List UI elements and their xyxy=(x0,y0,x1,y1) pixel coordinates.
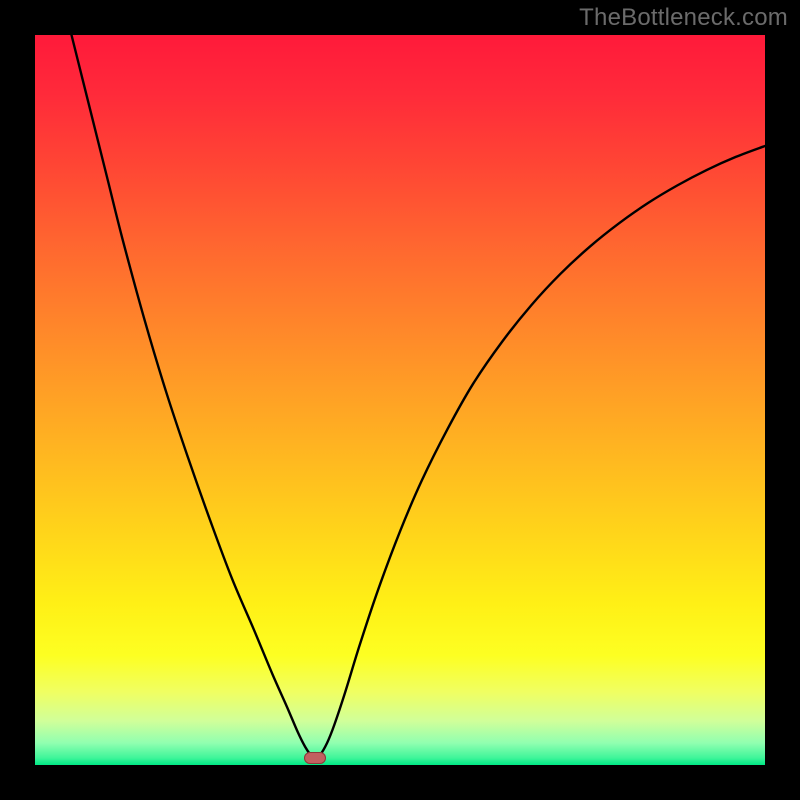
optimum-marker xyxy=(304,752,326,764)
bottleneck-curve xyxy=(35,35,765,765)
watermark-text: TheBottleneck.com xyxy=(579,4,788,32)
chart-area xyxy=(35,35,765,765)
